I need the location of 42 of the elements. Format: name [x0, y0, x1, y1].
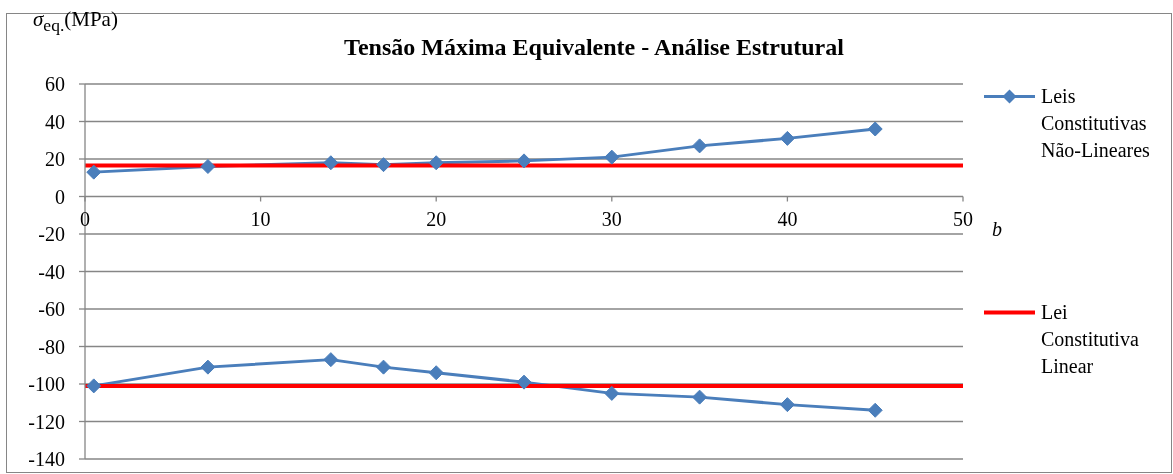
point — [323, 155, 339, 171]
point — [867, 121, 883, 137]
legend-label: Lei Constitutiva Linear — [1041, 300, 1140, 379]
point — [376, 359, 392, 375]
y-tick-label: -60 — [38, 298, 65, 321]
point — [428, 365, 444, 381]
point — [604, 149, 620, 165]
x-tick-label: 20 — [426, 207, 447, 230]
legend-label: Leis Constitutivas Não-Lineares — [1041, 84, 1151, 163]
y-tick-label: -80 — [38, 335, 65, 358]
point — [867, 402, 883, 418]
point — [692, 138, 708, 154]
point — [779, 130, 795, 146]
chart-title: Tensão Máxima Equivalente - Análise Estrutural — [344, 34, 844, 61]
point — [200, 359, 216, 375]
y-tick-label: -20 — [38, 223, 65, 246]
x-tick-label: 0 — [80, 207, 90, 230]
point — [323, 352, 339, 368]
x-axis-title: b — [992, 217, 1002, 240]
y-tick-label: -120 — [28, 410, 65, 433]
point — [86, 164, 102, 180]
point — [376, 157, 392, 173]
point — [86, 378, 102, 394]
point — [428, 155, 444, 171]
y-tick-label: 60 — [45, 73, 65, 96]
y-tick-label: -100 — [28, 373, 65, 396]
y-tick-label: 20 — [45, 148, 65, 171]
x-tick-label: 10 — [250, 207, 271, 230]
point — [516, 374, 532, 390]
y-axis-title: σ$_{eq.}$(MPa) — [33, 7, 118, 37]
point — [779, 397, 795, 413]
y-tick-label: 40 — [45, 110, 65, 133]
y-tick-label: 0 — [55, 185, 65, 208]
point — [692, 389, 708, 405]
point — [516, 153, 532, 169]
x-tick-label: 30 — [601, 207, 622, 230]
x-tick-label: 40 — [777, 207, 798, 230]
point — [200, 159, 216, 174]
y-tick-label: -40 — [38, 260, 65, 283]
y-tick-label: -140 — [28, 448, 65, 471]
point — [604, 385, 620, 401]
x-tick-label: 50 — [953, 207, 973, 230]
